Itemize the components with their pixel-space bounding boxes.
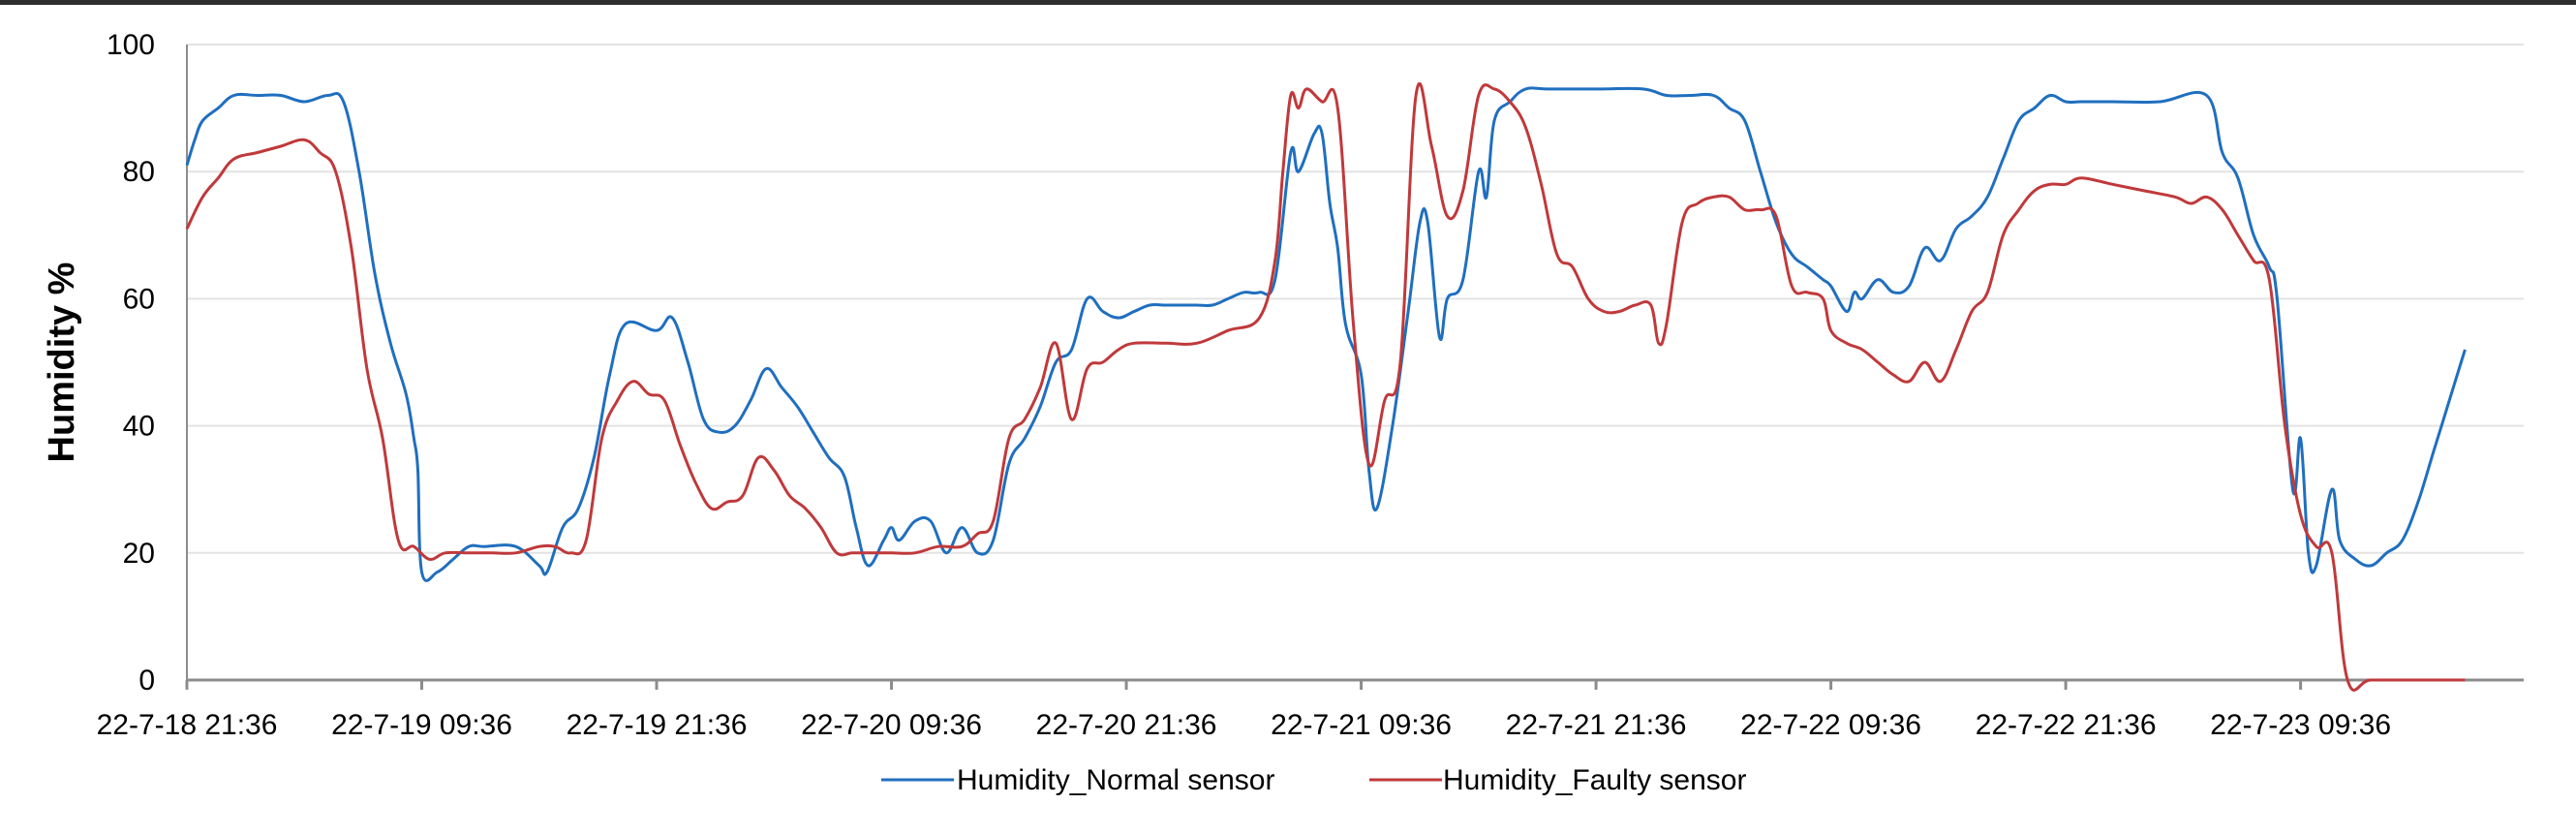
y-tick-100: 100 <box>107 29 155 61</box>
legend: Humidity_Normal sensor Humidity_Faulty s… <box>881 764 1746 796</box>
series-lines <box>185 82 2467 692</box>
x-tick-5: 22-7-21 09:36 <box>1271 709 1452 741</box>
x-tick-6: 22-7-21 21:36 <box>1506 709 1687 741</box>
x-tick-1: 22-7-19 09:36 <box>331 709 512 741</box>
series-line-faulty-sensor <box>185 82 2466 692</box>
x-tick-2: 22-7-19 21:36 <box>567 709 748 741</box>
x-tick-4: 22-7-20 21:36 <box>1036 709 1217 741</box>
axes <box>186 45 2524 682</box>
x-tick-8: 22-7-22 21:36 <box>1976 709 2157 741</box>
y-tick-60: 60 <box>123 283 155 315</box>
x-tick-labels: 22-7-18 21:36 22-7-19 09:36 22-7-19 21:36 2… <box>97 680 2391 741</box>
y-tick-20: 20 <box>123 538 155 570</box>
y-tick-40: 40 <box>123 411 155 443</box>
x-tick-7: 22-7-22 09:36 <box>1740 709 1921 741</box>
legend-label-faulty: Humidity_Faulty sensor <box>1443 764 1746 796</box>
y-tick-80: 80 <box>123 156 155 188</box>
y-axis-title: Humidity % <box>42 263 82 463</box>
x-tick-0: 22-7-18 21:36 <box>97 709 278 741</box>
y-tick-0: 0 <box>138 665 155 696</box>
legend-label-normal: Humidity_Normal sensor <box>957 764 1274 796</box>
gridlines <box>187 44 2524 554</box>
x-tick-3: 22-7-20 09:36 <box>801 709 982 741</box>
series-line-normal-sensor <box>185 86 2467 582</box>
x-tick-9: 22-7-23 09:36 <box>2210 709 2391 741</box>
top-border <box>0 0 2576 5</box>
y-tick-labels: 0 20 40 60 80 100 <box>107 29 155 696</box>
